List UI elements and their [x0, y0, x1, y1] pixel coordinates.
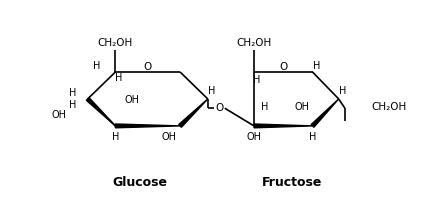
Text: OH: OH [51, 110, 66, 120]
Text: H: H [309, 132, 316, 143]
Text: O: O [215, 103, 224, 113]
Text: CH₂OH: CH₂OH [237, 38, 272, 48]
Polygon shape [86, 98, 115, 126]
Polygon shape [254, 124, 312, 128]
Text: Fructose: Fructose [262, 176, 323, 189]
Text: H: H [92, 61, 100, 71]
Text: H: H [312, 61, 320, 71]
Polygon shape [311, 99, 339, 127]
Text: H: H [208, 86, 215, 96]
Text: O: O [144, 62, 152, 72]
Text: H: H [115, 73, 122, 83]
Text: H: H [253, 75, 261, 85]
Polygon shape [179, 99, 208, 127]
Text: H: H [339, 86, 346, 96]
Text: OH: OH [294, 102, 309, 112]
Text: H: H [69, 100, 76, 110]
Text: OH: OH [162, 132, 177, 143]
Text: O: O [279, 62, 287, 72]
Text: H: H [69, 88, 76, 98]
Text: OH: OH [247, 132, 262, 143]
Polygon shape [115, 124, 180, 128]
Text: Glucose: Glucose [112, 176, 168, 189]
Text: H: H [112, 132, 119, 143]
Text: CH₂OH: CH₂OH [98, 38, 133, 48]
Text: OH: OH [125, 95, 140, 106]
Text: CH₂OH: CH₂OH [371, 102, 406, 112]
Text: H: H [261, 102, 269, 112]
